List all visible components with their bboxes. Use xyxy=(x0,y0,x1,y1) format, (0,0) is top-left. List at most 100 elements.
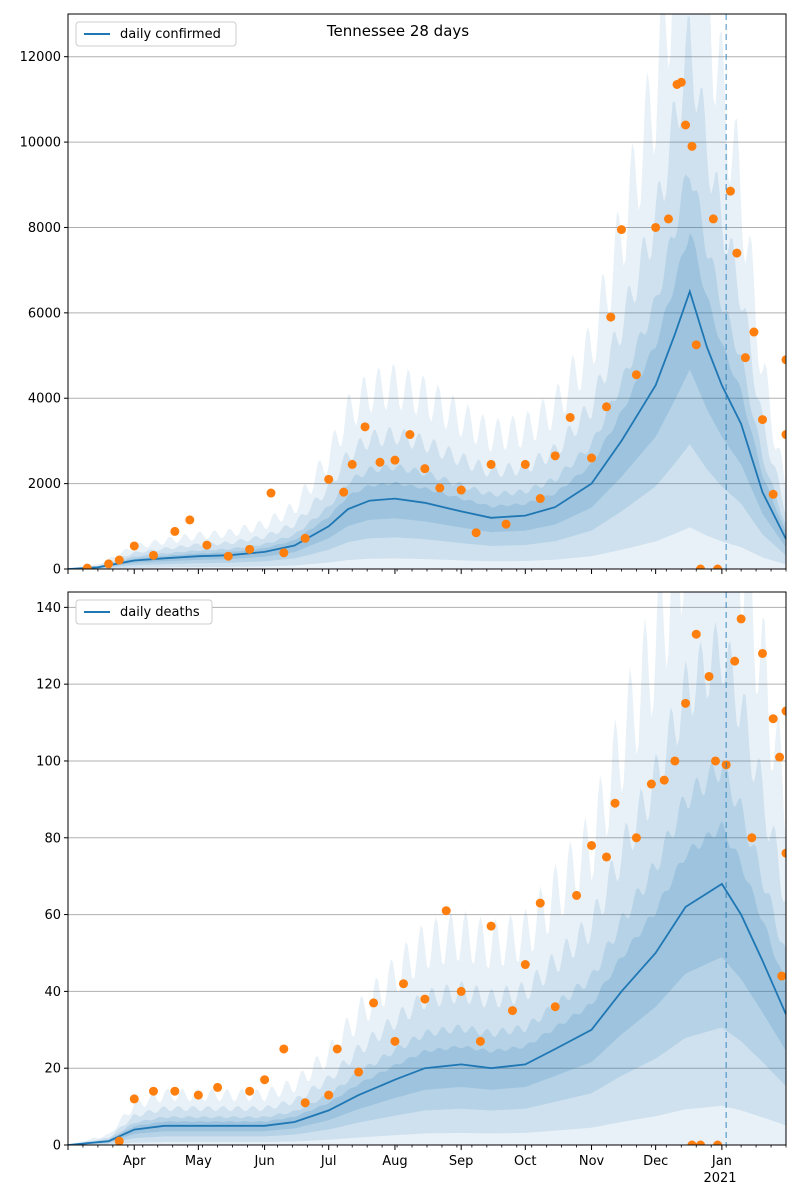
confirmed-data-point xyxy=(129,541,139,551)
confirmed-data-point xyxy=(781,430,786,440)
deaths-data-point xyxy=(710,756,720,766)
deaths-uncertainty-band-4 xyxy=(68,820,786,1145)
confirmed-data-point xyxy=(535,494,545,504)
deaths-data-point xyxy=(260,1075,270,1085)
x-tick-label: Apr xyxy=(123,1154,146,1169)
deaths-y-tick-label: 40 xyxy=(44,985,61,1000)
deaths-data-point xyxy=(193,1090,203,1100)
confirmed-data-point xyxy=(82,563,92,569)
confirmed-data-point xyxy=(405,430,415,440)
deaths-data-point xyxy=(475,1036,485,1046)
confirmed-data-point xyxy=(631,370,641,380)
deaths-data-point xyxy=(245,1086,255,1096)
deaths-data-point xyxy=(354,1067,364,1077)
confirmed-data-point xyxy=(339,487,349,497)
deaths-data-point xyxy=(670,756,680,766)
confirmed-data-point xyxy=(471,528,481,538)
confirmed-data-point xyxy=(279,548,289,558)
deaths-data-point xyxy=(713,1140,723,1145)
deaths-y-tick-label: 140 xyxy=(36,601,61,616)
deaths-data-point xyxy=(659,775,669,785)
confirmed-data-point xyxy=(749,327,759,337)
deaths-data-point xyxy=(730,656,740,666)
confirmed-data-point xyxy=(375,457,385,467)
confirmed-data-point xyxy=(687,141,697,151)
deaths-data-point xyxy=(687,1140,697,1145)
deaths-data-point xyxy=(213,1082,223,1092)
confirmed-data-point xyxy=(300,533,310,543)
deaths-y-tick-label: 100 xyxy=(36,754,61,769)
deaths-data-point xyxy=(420,994,430,1004)
deaths-data-point xyxy=(398,979,408,989)
confirmed-data-point xyxy=(520,459,530,469)
confirmed-data-point xyxy=(616,225,626,235)
deaths-data-point xyxy=(572,890,582,900)
x-tick-label: Jun xyxy=(253,1154,274,1169)
confirmed-uncertainty-band-4 xyxy=(68,233,786,569)
confirmed-data-point xyxy=(708,214,718,224)
deaths-legend-box xyxy=(75,599,213,625)
confirmed-uncertainty-band-2 xyxy=(68,16,786,569)
x-tick-label: Dec xyxy=(643,1154,668,1169)
confirmed-data-point xyxy=(696,564,706,569)
deaths-data-point xyxy=(777,971,786,981)
deaths-data-point xyxy=(441,906,451,916)
deaths-legend-label: daily deaths xyxy=(120,605,200,620)
confirmed-legend: daily confirmed xyxy=(75,21,237,47)
deaths-data-point xyxy=(300,1098,310,1108)
deaths-data-point xyxy=(507,1006,517,1016)
confirmed-data-point xyxy=(691,340,701,350)
confirmed-data-point xyxy=(740,353,750,363)
deaths-data-point xyxy=(535,898,545,908)
deaths-data-point xyxy=(129,1094,139,1104)
confirmed-data-point xyxy=(606,312,616,322)
confirmed-data-point xyxy=(266,488,276,498)
deaths-data-point xyxy=(610,798,620,808)
confirmed-data-point xyxy=(565,412,575,422)
deaths-data-point xyxy=(704,671,714,681)
confirmed-y-tick-label: 6000 xyxy=(28,306,61,321)
confirmed-panel: 0 2000 4000 6000 8000 10000 12000 xyxy=(20,13,787,578)
x-tick-label: Jan xyxy=(711,1154,732,1169)
confirmed-y-tick-label: 0 xyxy=(53,563,61,578)
confirmed-legend-label: daily confirmed xyxy=(120,27,221,42)
deaths-data-point xyxy=(736,614,746,624)
confirmed-data-point xyxy=(781,355,786,365)
confirmed-data-point xyxy=(725,186,735,196)
deaths-data-point xyxy=(768,714,778,724)
deaths-data-point xyxy=(781,706,786,716)
confirmed-data-point xyxy=(390,455,400,465)
chart-title: Tennessee 28 days xyxy=(326,22,469,40)
deaths-data-point xyxy=(486,921,496,931)
deaths-data-point xyxy=(747,833,757,843)
confirmed-y-tick-label: 2000 xyxy=(28,477,61,492)
confirmed-y-tick-label: 4000 xyxy=(28,392,61,407)
deaths-y-tick-label: 0 xyxy=(53,1139,61,1154)
confirmed-data-point xyxy=(732,248,742,258)
confirmed-data-point xyxy=(114,555,124,565)
deaths-uncertainty-band-1 xyxy=(68,592,786,1145)
confirmed-data-point xyxy=(651,222,661,232)
confirmed-data-point xyxy=(676,77,686,87)
confirmed-data-point xyxy=(185,515,195,525)
confirmed-data-point xyxy=(223,551,233,561)
confirmed-y-tick-label: 12000 xyxy=(20,50,61,65)
deaths-uncertainty-band-3 xyxy=(68,762,786,1145)
deaths-data-point xyxy=(775,752,785,762)
deaths-data-point xyxy=(691,629,701,639)
x-tick-label: Aug xyxy=(382,1154,407,1169)
confirmed-data-point xyxy=(663,214,673,224)
deaths-data-point xyxy=(369,998,379,1008)
confirmed-data-point xyxy=(202,540,212,550)
deaths-data-point xyxy=(170,1086,180,1096)
confirmed-data-point xyxy=(456,485,466,495)
deaths-legend: daily deaths xyxy=(75,599,213,625)
confirmed-data-point xyxy=(420,464,430,474)
deaths-data-point xyxy=(550,1002,560,1012)
confirmed-series-line xyxy=(68,288,786,569)
confirmed-uncertainty-band-1 xyxy=(68,14,786,569)
deaths-data-point xyxy=(279,1044,289,1054)
confirmed-data-point xyxy=(587,453,597,463)
deaths-data-point xyxy=(520,960,530,970)
